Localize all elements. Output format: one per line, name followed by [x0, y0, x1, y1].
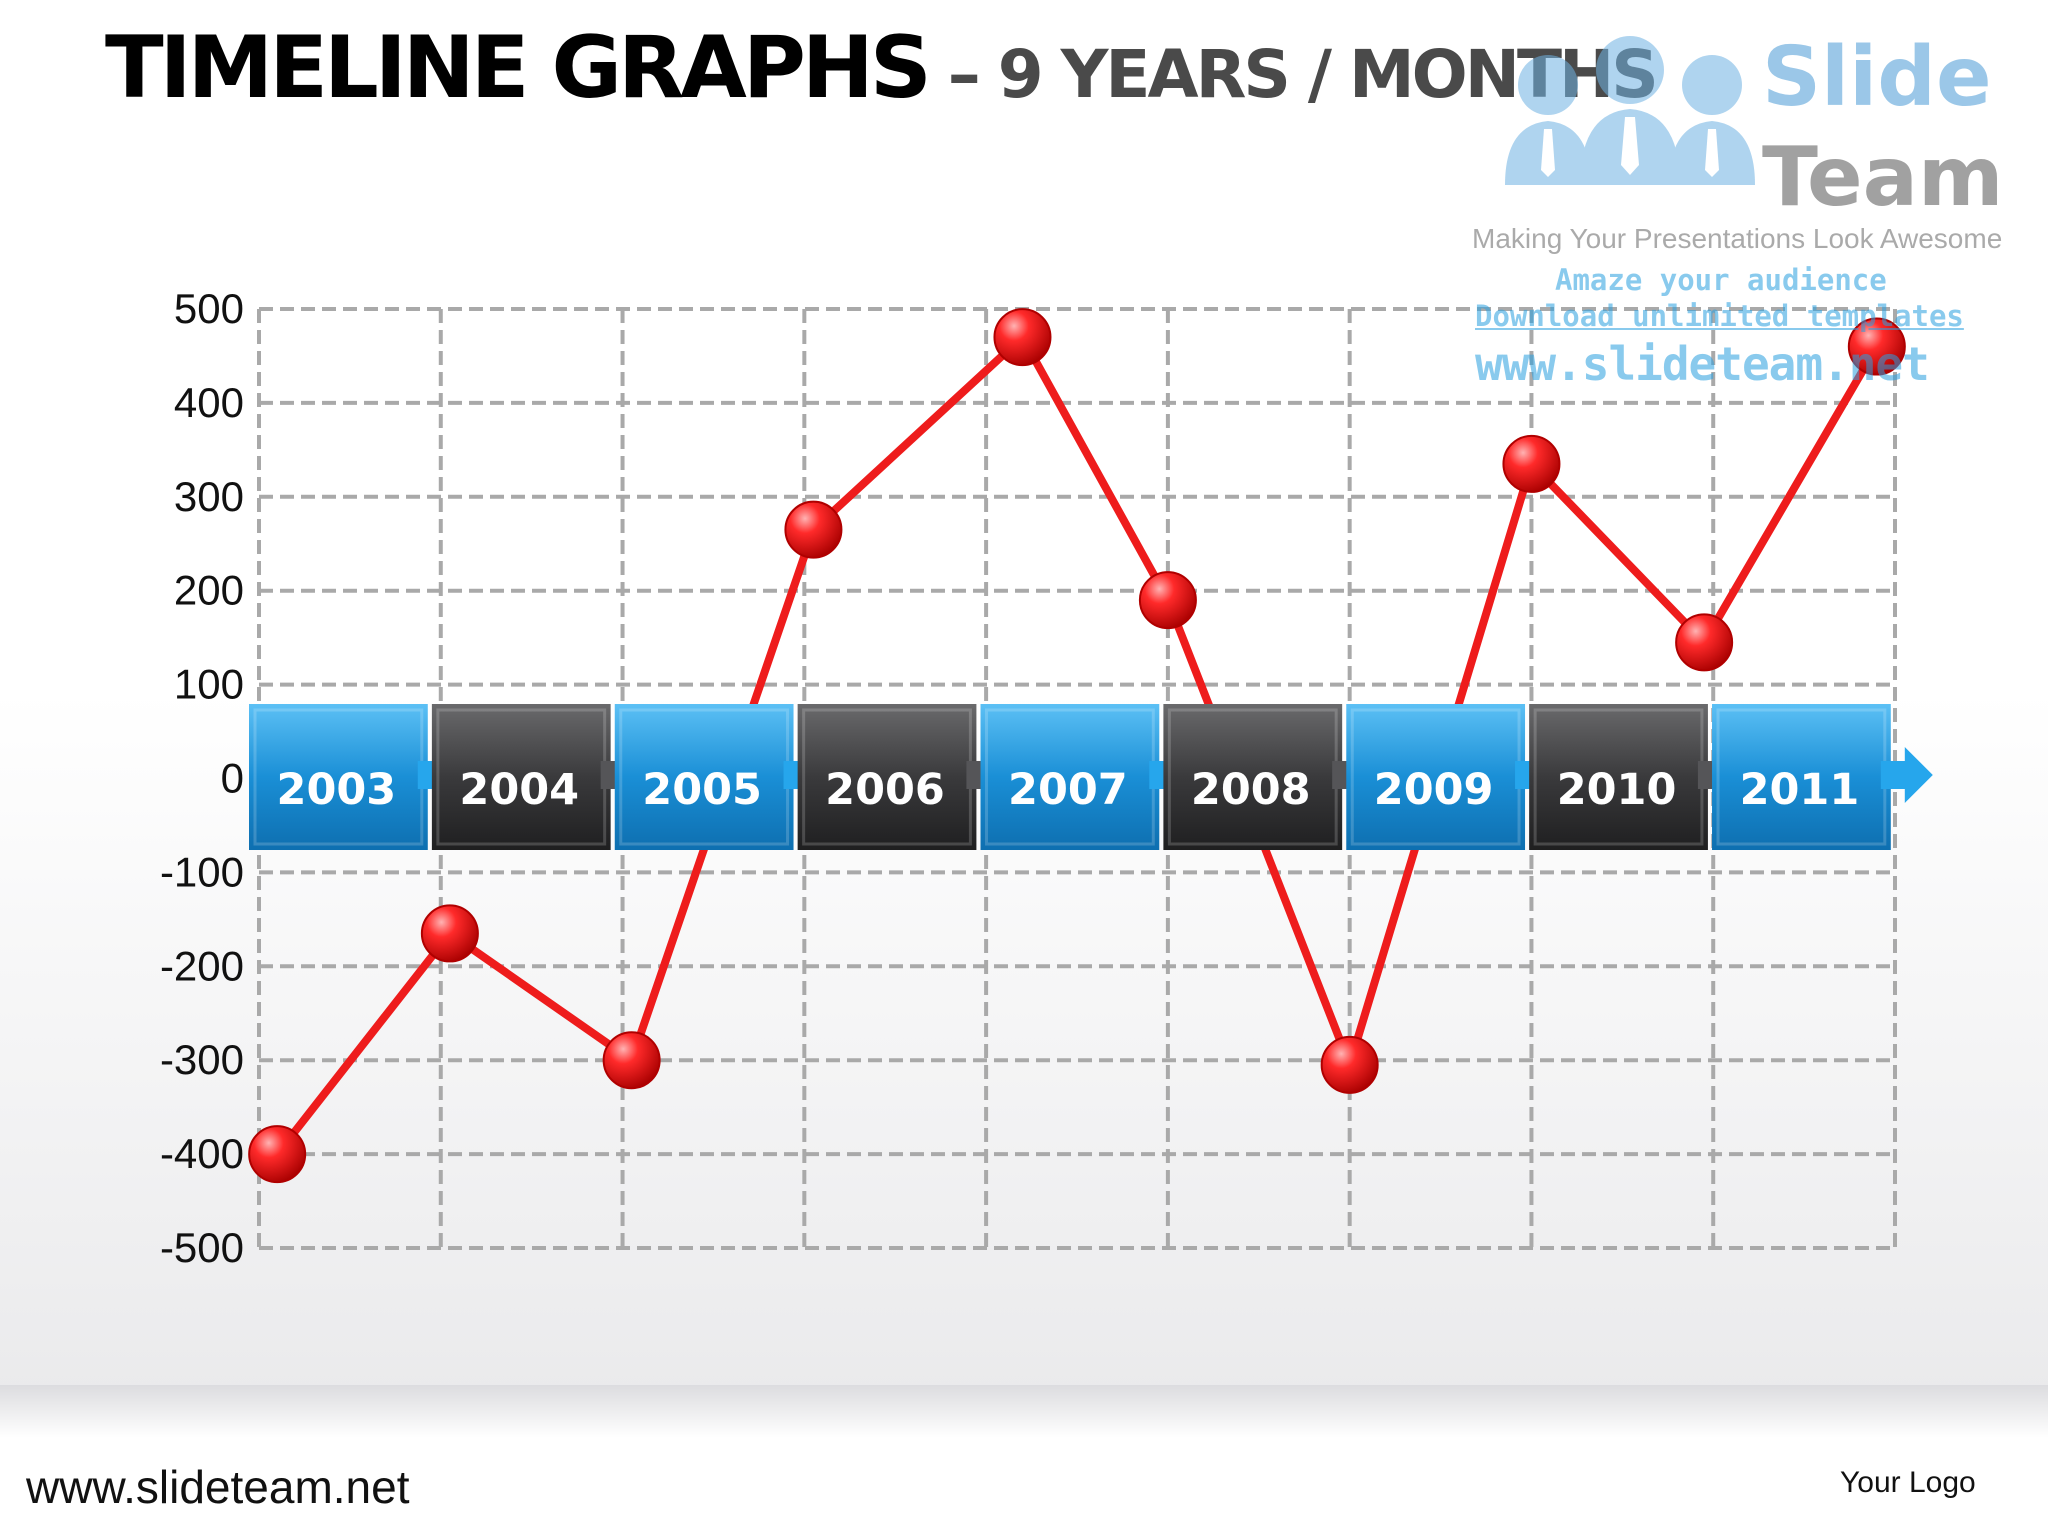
year-label: 2010	[1557, 765, 1677, 815]
y-tick-label: -200	[160, 942, 244, 989]
data-point	[602, 1031, 661, 1090]
year-box-2010	[1529, 704, 1708, 850]
y-tick-label: -400	[160, 1130, 244, 1177]
year-box-2006	[797, 704, 977, 850]
y-tick-label: -100	[160, 848, 244, 895]
y-tick-label: 500	[174, 285, 244, 332]
year-box-2008	[1163, 704, 1343, 850]
year-label: 2005	[642, 765, 762, 815]
year-label: 2008	[1191, 765, 1311, 815]
brand-url: www.slideteam.net	[1475, 337, 1930, 391]
year-label: 2003	[277, 765, 397, 815]
y-tick-label: 100	[174, 661, 244, 708]
year-box-2011	[1712, 704, 1891, 850]
year-box-2003	[249, 704, 428, 850]
data-point	[1502, 434, 1561, 493]
y-tick-label: 0	[221, 755, 244, 802]
y-tick-label: 400	[174, 379, 244, 426]
y-axis-ticks: 500 400 300 200 100 0 -100 -200 -300 -400 -500	[160, 285, 244, 1271]
data-point	[1320, 1035, 1379, 1094]
data-point	[1138, 571, 1197, 630]
year-box-2007	[980, 704, 1160, 850]
series-markers	[248, 308, 1906, 1184]
series-line	[274, 333, 1881, 1157]
footer-logo-placeholder: Your Logo	[1840, 1466, 1976, 1499]
year-label: 2004	[459, 765, 579, 815]
y-tick-label: -500	[160, 1224, 244, 1271]
brand-line-amaze: Amaze your audience	[1555, 263, 1887, 297]
series-line-layer	[274, 333, 1881, 1157]
year-label: 2011	[1740, 765, 1860, 815]
data-point	[1675, 613, 1734, 672]
year-box-2005	[614, 704, 794, 850]
data-point	[248, 1125, 307, 1184]
data-point	[420, 904, 479, 963]
footer-band	[0, 1385, 2048, 1536]
y-tick-label: 300	[174, 473, 244, 520]
y-tick-label: -300	[160, 1036, 244, 1083]
footer-url[interactable]: www.slideteam.net	[26, 1461, 410, 1513]
year-label: 2006	[825, 765, 945, 815]
data-point	[784, 500, 843, 559]
year-label: 2009	[1374, 765, 1494, 815]
year-arrow	[1880, 747, 1933, 803]
year-box-2009	[1346, 704, 1526, 850]
data-point	[993, 308, 1052, 367]
brand-line-download: Download unlimited templates	[1475, 299, 1964, 333]
data-point	[1847, 317, 1906, 376]
brand-word-slide: Slide	[1762, 30, 1992, 125]
people-icon	[1505, 36, 1755, 185]
brand-word-team: Team	[1762, 130, 2004, 225]
year-label: 2007	[1008, 765, 1128, 815]
year-box-2004	[431, 704, 611, 850]
slide-title-main: TIMELINE GRAPHS	[105, 18, 932, 118]
slideteam-watermark: Slide Team Making Your Presentations Loo…	[1470, 25, 2030, 391]
y-tick-label: 200	[174, 567, 244, 614]
year-timeline-band: 2003 2004 2005 2006 2007 2008 2009 2010 2011	[249, 704, 1933, 850]
brand-tagline: Making Your Presentations Look Awesome	[1472, 223, 2003, 254]
